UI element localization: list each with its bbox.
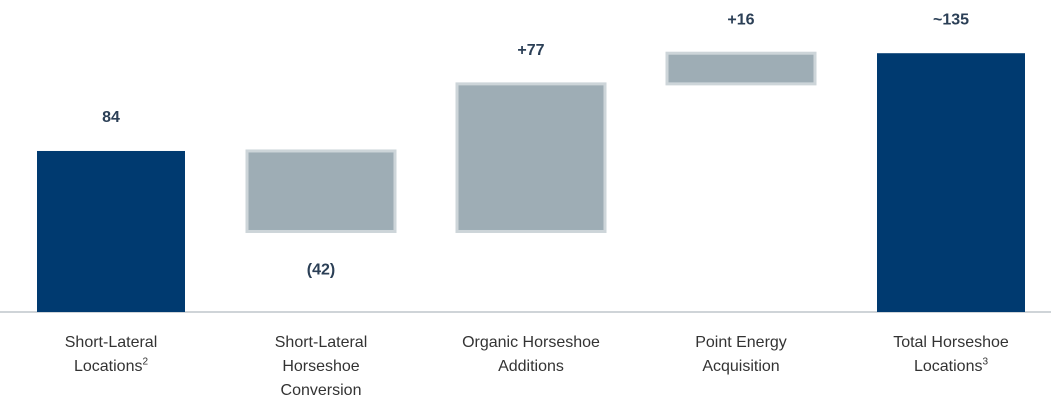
category-text: Short-Lateral Locations: [64, 334, 158, 375]
bar: [877, 53, 1025, 313]
category-label: Short-Lateral Locations2: [46, 331, 176, 379]
value-label: (42): [307, 262, 335, 279]
bar: [665, 51, 817, 86]
footnote-marker: 3: [982, 356, 989, 368]
value-label: ~135: [933, 11, 969, 28]
category-text: Short-Lateral Horseshoe Conversion: [274, 334, 368, 399]
bar: [245, 149, 397, 233]
category-label: Total Horseshoe Locations3: [876, 331, 1026, 379]
category-label: Short-Lateral Horseshoe Conversion: [251, 331, 391, 403]
value-label: +16: [727, 11, 754, 28]
bar: [455, 82, 607, 233]
category-text: Organic Horseshoe Additions: [462, 334, 600, 375]
value-label: 84: [102, 109, 120, 126]
category-label: Organic Horseshoe Additions: [446, 331, 616, 379]
footnote-marker: 2: [142, 356, 149, 368]
value-label: +77: [517, 42, 544, 59]
category-text: Total Horseshoe Locations: [893, 334, 1009, 375]
category-label: Point Energy Acquisition: [676, 331, 806, 379]
category-text: Point Energy Acquisition: [695, 334, 787, 375]
bar: [37, 150, 185, 312]
